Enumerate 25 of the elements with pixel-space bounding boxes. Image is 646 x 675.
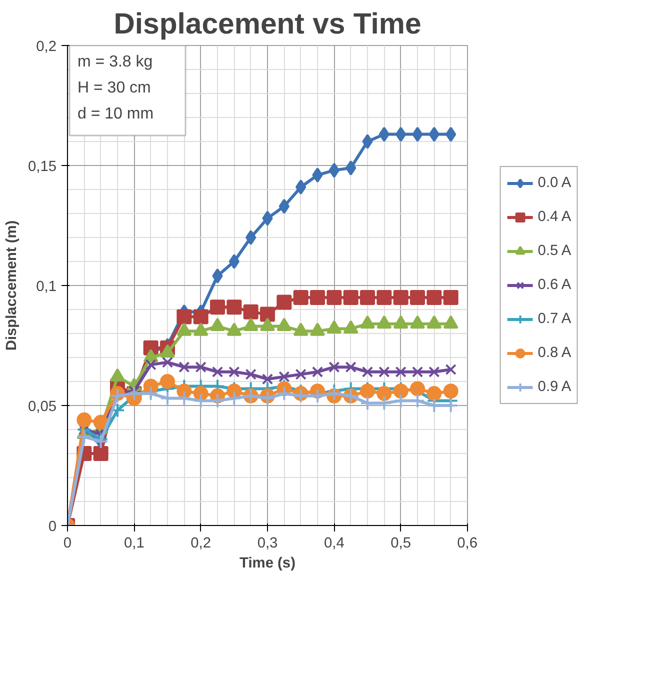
x-tick-label: 0,2	[190, 536, 212, 552]
y-tick-label: 0,15	[28, 159, 57, 175]
annotation: d = 10 mm	[78, 106, 154, 122]
x-tick-label: 0	[63, 536, 72, 552]
x-tick-label: 0,4	[324, 536, 344, 552]
x-axis-title: Time (s)	[240, 556, 296, 572]
chart-title: Displacement vs Time	[114, 8, 422, 40]
y-axis-title: Displaccement (m)	[4, 220, 20, 351]
y-tick-label: 0,1	[36, 279, 56, 295]
y-tick-label: 0,05	[28, 399, 57, 415]
legend-label: 0.7 A	[538, 311, 572, 327]
x-tick-label: 0,1	[124, 536, 144, 552]
annotation: m = 3.8 kg	[78, 54, 153, 70]
legend-label: 0.0 A	[538, 175, 572, 191]
legend-label: 0.9 A	[538, 379, 572, 395]
legend-label: 0.4 A	[538, 209, 572, 225]
annotation: H = 30 cm	[78, 80, 151, 96]
x-tick-label: 0,6	[457, 536, 478, 552]
x-tick-label: 0,3	[257, 536, 278, 552]
legend-label: 0.8 A	[538, 345, 572, 361]
y-tick-label: 0,2	[36, 39, 56, 55]
y-tick-label: 0	[48, 519, 57, 535]
x-tick-label: 0,5	[390, 536, 412, 552]
legend-label: 0.6 A	[538, 277, 572, 293]
legend-label: 0.5 A	[538, 243, 572, 259]
